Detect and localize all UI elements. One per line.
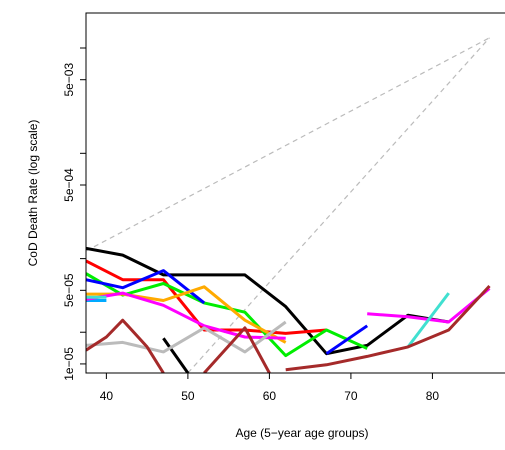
x-tick-label-2: 60 <box>263 389 277 403</box>
x-axis: 405060708090 <box>100 373 440 403</box>
y-axis-title: CoD Death Rate (log scale) <box>26 120 40 267</box>
series-line-5 <box>86 272 368 358</box>
series-line-3 <box>162 337 190 373</box>
x-tick-label-4: 80 <box>426 389 440 403</box>
series-line-7 <box>325 324 369 355</box>
series-line-1 <box>187 37 490 373</box>
y-tick-label-4: 5e−04 <box>62 168 76 202</box>
series-line-2 <box>86 246 449 356</box>
x-axis-title: Age (5−year age groups) <box>235 426 368 440</box>
x-tick-label-3: 70 <box>344 389 358 403</box>
x-tick-label-1: 50 <box>181 389 195 403</box>
x-tick-label-0: 40 <box>100 389 114 403</box>
series-line-17 <box>285 284 491 372</box>
series-line-14 <box>406 292 450 348</box>
series-line-16 <box>203 326 271 373</box>
series-line-10 <box>86 291 286 340</box>
y-tick-label-2: 5e−05 <box>62 273 76 307</box>
plot-frame <box>85 12 505 374</box>
series-layer <box>86 37 491 373</box>
series-line-4 <box>86 259 327 335</box>
y-axis: 1e−05 5e−05 5e−04 5e−03 <box>62 47 86 381</box>
series-line-6 <box>86 269 206 305</box>
y-tick-label-0: 1e−05 <box>62 347 76 381</box>
series-line-12 <box>86 320 287 354</box>
series-line-15 <box>86 318 165 373</box>
series-line-0 <box>86 37 490 252</box>
y-tick-label-6: 5e−03 <box>62 63 76 97</box>
